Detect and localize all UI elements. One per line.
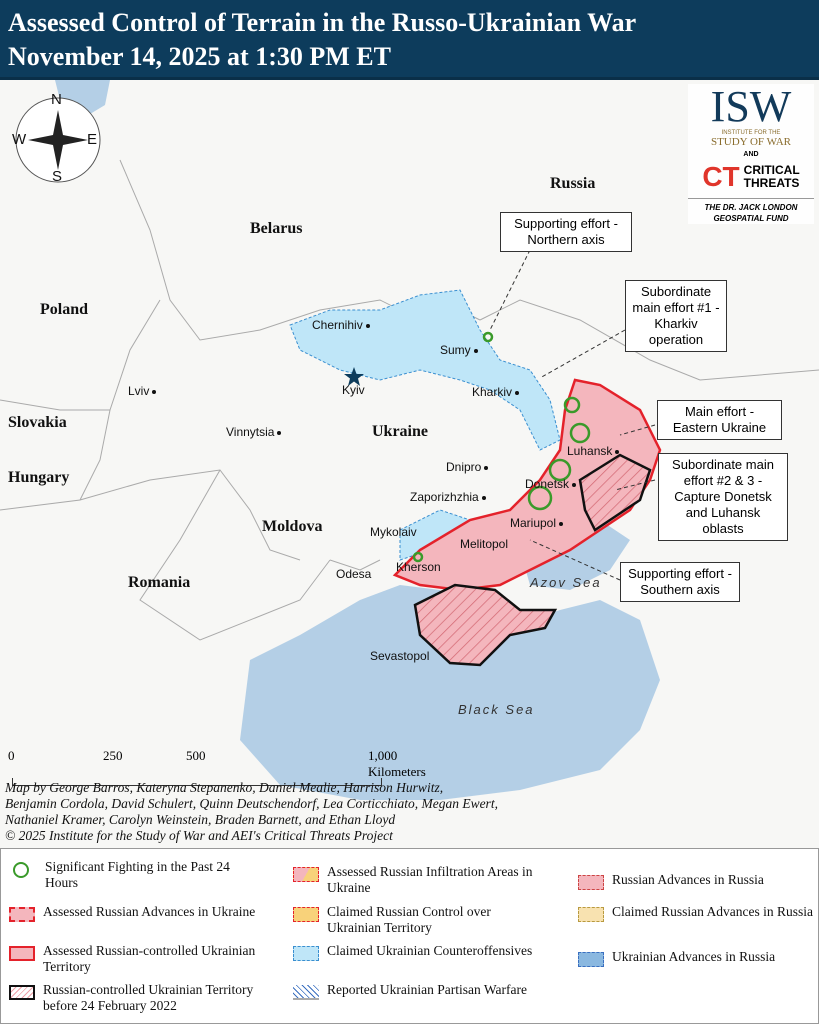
- compass-w: W: [12, 131, 27, 148]
- city-kherson: Kherson: [396, 560, 441, 574]
- pre-2022-donbas: [578, 453, 652, 532]
- baltic-sea: [55, 80, 110, 120]
- city-odesa: Odesa: [336, 567, 372, 581]
- city-sumy: Sumy: [440, 343, 481, 357]
- callout-southern-axis: Supporting effort - Southern axis: [620, 562, 740, 602]
- map-canvas: [0, 80, 819, 800]
- legend-russian-in-russia: Russian Advances in Russia: [578, 872, 818, 890]
- black-sea: [240, 585, 660, 800]
- crimea: [413, 583, 558, 667]
- azov-sea: [520, 520, 630, 590]
- russian-controlled-territory: [392, 378, 662, 592]
- map[interactable]: N S E W Russia Belarus Poland Slovakia H…: [0, 80, 819, 848]
- callout-leaders: [489, 249, 656, 581]
- country-romania: Romania: [128, 574, 191, 591]
- legend-ukrainian-in-russia: Ukrainian Advances in Russia: [578, 949, 818, 967]
- sea-azov: Azov Sea: [530, 575, 602, 590]
- country-hungary: Hungary: [8, 469, 70, 486]
- callout-donetsk-luhansk: Subordinate main effort #2 & 3 - Capture…: [658, 453, 788, 541]
- map-credits: Map by George Barros, Kateryna Stepanenk…: [5, 780, 498, 843]
- city-mykolaiv: Mykolaiv: [370, 525, 417, 539]
- sea-black: Black Sea: [458, 702, 535, 717]
- legend-ukrainian-counter: Claimed Ukrainian Counteroffensives: [293, 943, 533, 961]
- title-line-1: Assessed Control of Terrain in the Russo…: [8, 8, 637, 37]
- country-belarus: Belarus: [250, 220, 303, 237]
- legend-claimed-russian-in-russia: Claimed Russian Advances in Russia: [578, 904, 818, 922]
- callout-northern-axis: Supporting effort - Northern axis: [500, 212, 632, 252]
- legend-claimed-russian: Claimed Russian Control over Ukrainian T…: [293, 904, 533, 936]
- title-line-2: November 14, 2025 at 1:30 PM ET: [8, 42, 391, 71]
- compass: [15, 97, 101, 183]
- city-lviv: Lviv: [128, 384, 159, 398]
- isw-ct-logo: ISW INSTITUTE FOR THE STUDY OF WAR AND C…: [688, 84, 814, 224]
- city-luhansk: Luhansk: [567, 444, 622, 458]
- compass-e: E: [87, 131, 98, 148]
- city-sevastopol: Sevastopol: [370, 649, 430, 663]
- fighting-markers: [412, 331, 591, 563]
- legend-partisan: Reported Ukrainian Partisan Warfare: [293, 982, 533, 1000]
- city-zaporizhzhia: Zaporizhzhia: [410, 490, 489, 504]
- city-kharkiv: Kharkiv: [472, 385, 522, 399]
- city-vinnytsia: Vinnytsia: [226, 425, 284, 439]
- legend-pre-2022: Russian-controlled Ukrainian Territory b…: [9, 982, 279, 1014]
- compass-n: N: [51, 91, 62, 108]
- country-moldova: Moldova: [262, 518, 323, 535]
- legend-fighting: Significant Fighting in the Past 24 Hour…: [13, 859, 263, 891]
- city-melitopol: Melitopol: [460, 537, 509, 551]
- city-donetsk: Donetsk: [525, 477, 579, 491]
- legend-russian-advances: Assessed Russian Advances in Ukraine: [9, 904, 259, 922]
- callout-kharkiv: Subordinate main effort #1 - Kharkiv ope…: [625, 280, 727, 352]
- country-russia: Russia: [550, 175, 596, 192]
- country-ukraine: Ukraine: [372, 423, 428, 440]
- city-kyiv: Kyiv: [342, 383, 365, 397]
- kyiv-capital-star: [344, 367, 364, 386]
- city-chernihiv: Chernihiv: [312, 318, 373, 332]
- country-slovakia: Slovakia: [8, 414, 67, 431]
- header: Assessed Control of Terrain in the Russo…: [0, 0, 819, 80]
- city-mariupol: Mariupol: [510, 516, 566, 530]
- callout-eastern: Main effort - Eastern Ukraine: [657, 400, 782, 440]
- city-dnipro: Dnipro: [446, 460, 491, 474]
- legend: Significant Fighting in the Past 24 Hour…: [0, 848, 819, 1024]
- legend-infiltration: Assessed Russian Infiltration Areas in U…: [293, 864, 533, 896]
- country-poland: Poland: [40, 301, 89, 318]
- legend-russian-controlled: Assessed Russian-controlled Ukrainian Te…: [9, 943, 259, 975]
- compass-s: S: [52, 168, 63, 185]
